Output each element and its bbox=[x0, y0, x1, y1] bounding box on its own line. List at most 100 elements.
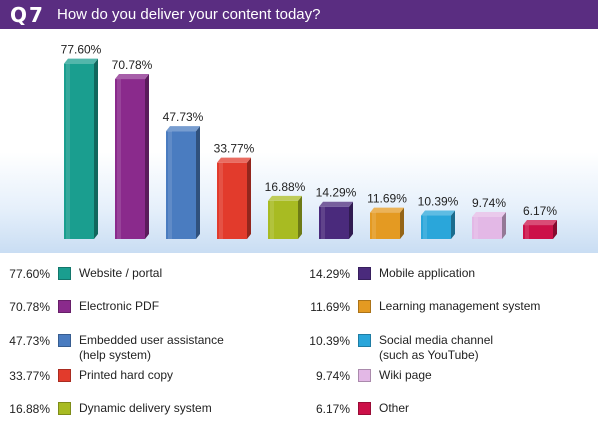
legend-label-line: (such as YouTube) bbox=[379, 348, 479, 362]
bar bbox=[166, 126, 200, 239]
legend-swatch bbox=[58, 369, 71, 382]
bar-value-label: 10.39% bbox=[418, 195, 459, 209]
bar-side bbox=[553, 220, 557, 239]
legend-item: 9.74% Wiki page bbox=[300, 366, 598, 386]
bar-side bbox=[145, 74, 149, 239]
legend-percent: 33.77% bbox=[9, 369, 50, 383]
bar-front bbox=[166, 131, 196, 239]
legend-percent: 16.88% bbox=[9, 402, 50, 416]
legend-percent: 10.39% bbox=[309, 334, 350, 348]
bar-value-label: 16.88% bbox=[265, 180, 306, 194]
bar bbox=[268, 195, 302, 239]
legend-percent: 6.17% bbox=[315, 402, 350, 416]
legend-label: Printed hard copy bbox=[79, 368, 174, 382]
legend-percent: 14.29% bbox=[309, 267, 350, 281]
bar-value-label: 14.29% bbox=[316, 186, 357, 200]
legend-label-line: Social media channel bbox=[379, 333, 494, 347]
legend-swatch bbox=[358, 402, 371, 415]
bar-top bbox=[166, 126, 200, 132]
bar bbox=[472, 211, 506, 239]
bar-highlight bbox=[270, 200, 274, 239]
question-number: Q7 bbox=[10, 3, 45, 27]
legend-percent: 77.60% bbox=[9, 267, 50, 281]
legend-swatch bbox=[358, 300, 371, 313]
bar-front bbox=[115, 79, 145, 239]
bar bbox=[115, 74, 149, 239]
legend-swatch bbox=[358, 369, 371, 382]
legend-item: 6.17% Other bbox=[300, 399, 598, 419]
legend-swatch bbox=[58, 334, 71, 347]
bar-top bbox=[115, 74, 149, 80]
bar-value-label: 33.77% bbox=[214, 142, 255, 156]
bar-front bbox=[217, 162, 247, 239]
bar-top bbox=[64, 58, 98, 64]
bar bbox=[319, 201, 353, 239]
bar-top bbox=[268, 195, 302, 201]
bar bbox=[370, 207, 404, 239]
legend-label: Mobile application bbox=[379, 266, 476, 280]
bar-highlight bbox=[219, 162, 223, 239]
legend-percent: 11.69% bbox=[310, 300, 350, 314]
chart-legend: 77.60% Website / portal 70.78% Electroni… bbox=[0, 253, 598, 433]
legend-percent: 47.73% bbox=[9, 334, 50, 348]
bar-top bbox=[472, 211, 506, 217]
bar-side bbox=[298, 195, 302, 239]
bar-value-label: 77.60% bbox=[61, 43, 102, 57]
bar-highlight bbox=[168, 131, 172, 239]
legend-label: Electronic PDF bbox=[79, 299, 160, 313]
bar-front bbox=[370, 212, 400, 239]
legend-item: 33.77% Printed hard copy bbox=[0, 366, 300, 386]
bar-top bbox=[370, 207, 404, 213]
bar-side bbox=[502, 211, 506, 239]
legend-label-line: (help system) bbox=[79, 348, 152, 362]
legend-percent: 70.78% bbox=[9, 300, 50, 314]
bar-side bbox=[196, 126, 200, 239]
legend-swatch bbox=[58, 267, 71, 280]
bar-top bbox=[523, 220, 557, 226]
legend-label-line: Embedded user assistance bbox=[79, 333, 224, 347]
question-title: How do you deliver your content today? bbox=[57, 6, 321, 23]
legend-swatch bbox=[58, 402, 71, 415]
bar-chart: 77.60% 70.78% 47.73% 33.77% 16.88% 14.29% 11.6… bbox=[61, 43, 557, 240]
question-header: Q7 How do you deliver your content today… bbox=[0, 0, 598, 29]
legend-label: Learning management system bbox=[379, 299, 541, 313]
legend-item: 70.78% Electronic PDF bbox=[0, 297, 300, 317]
bar bbox=[64, 58, 98, 240]
bar-value-label: 11.69% bbox=[367, 192, 407, 206]
bar-side bbox=[94, 58, 98, 240]
bar-highlight bbox=[66, 63, 70, 240]
bar bbox=[523, 220, 557, 239]
bar-side bbox=[400, 207, 404, 239]
legend-item: 47.73% Embedded user assistance (help sy… bbox=[0, 331, 300, 362]
bar-side bbox=[349, 201, 353, 239]
bar-value-label: 9.74% bbox=[472, 196, 506, 210]
legend-swatch bbox=[358, 334, 371, 347]
bar-top bbox=[319, 201, 353, 207]
legend-label: Embedded user assistance (help system) bbox=[79, 333, 279, 363]
bar-top bbox=[217, 157, 251, 163]
bar-value-label: 6.17% bbox=[523, 204, 557, 218]
bar-value-label: 70.78% bbox=[112, 58, 153, 72]
bar-front bbox=[64, 63, 94, 240]
bar bbox=[217, 157, 251, 239]
bar-highlight bbox=[117, 79, 121, 239]
bar-highlight bbox=[372, 212, 376, 239]
legend-percent: 9.74% bbox=[315, 369, 350, 383]
bar-front bbox=[268, 200, 298, 239]
legend-label: Dynamic delivery system bbox=[79, 401, 212, 415]
legend-item: 11.69% Learning management system bbox=[300, 297, 598, 317]
legend-label: Other bbox=[379, 401, 410, 415]
bar-side bbox=[451, 210, 455, 239]
bar-front bbox=[319, 206, 349, 239]
legend-label: Social media channel (such as YouTube) bbox=[379, 333, 579, 363]
bar-highlight bbox=[525, 225, 529, 239]
bar-highlight bbox=[474, 216, 478, 239]
bar-front bbox=[472, 216, 502, 239]
bar-value-label: 47.73% bbox=[163, 110, 204, 124]
legend-item: 14.29% Mobile application bbox=[300, 264, 598, 284]
legend-item: 10.39% Social media channel (such as You… bbox=[300, 331, 598, 362]
legend-swatch bbox=[358, 267, 371, 280]
bar-highlight bbox=[423, 215, 427, 239]
legend-item: 77.60% Website / portal bbox=[0, 264, 300, 284]
legend-swatch bbox=[58, 300, 71, 313]
